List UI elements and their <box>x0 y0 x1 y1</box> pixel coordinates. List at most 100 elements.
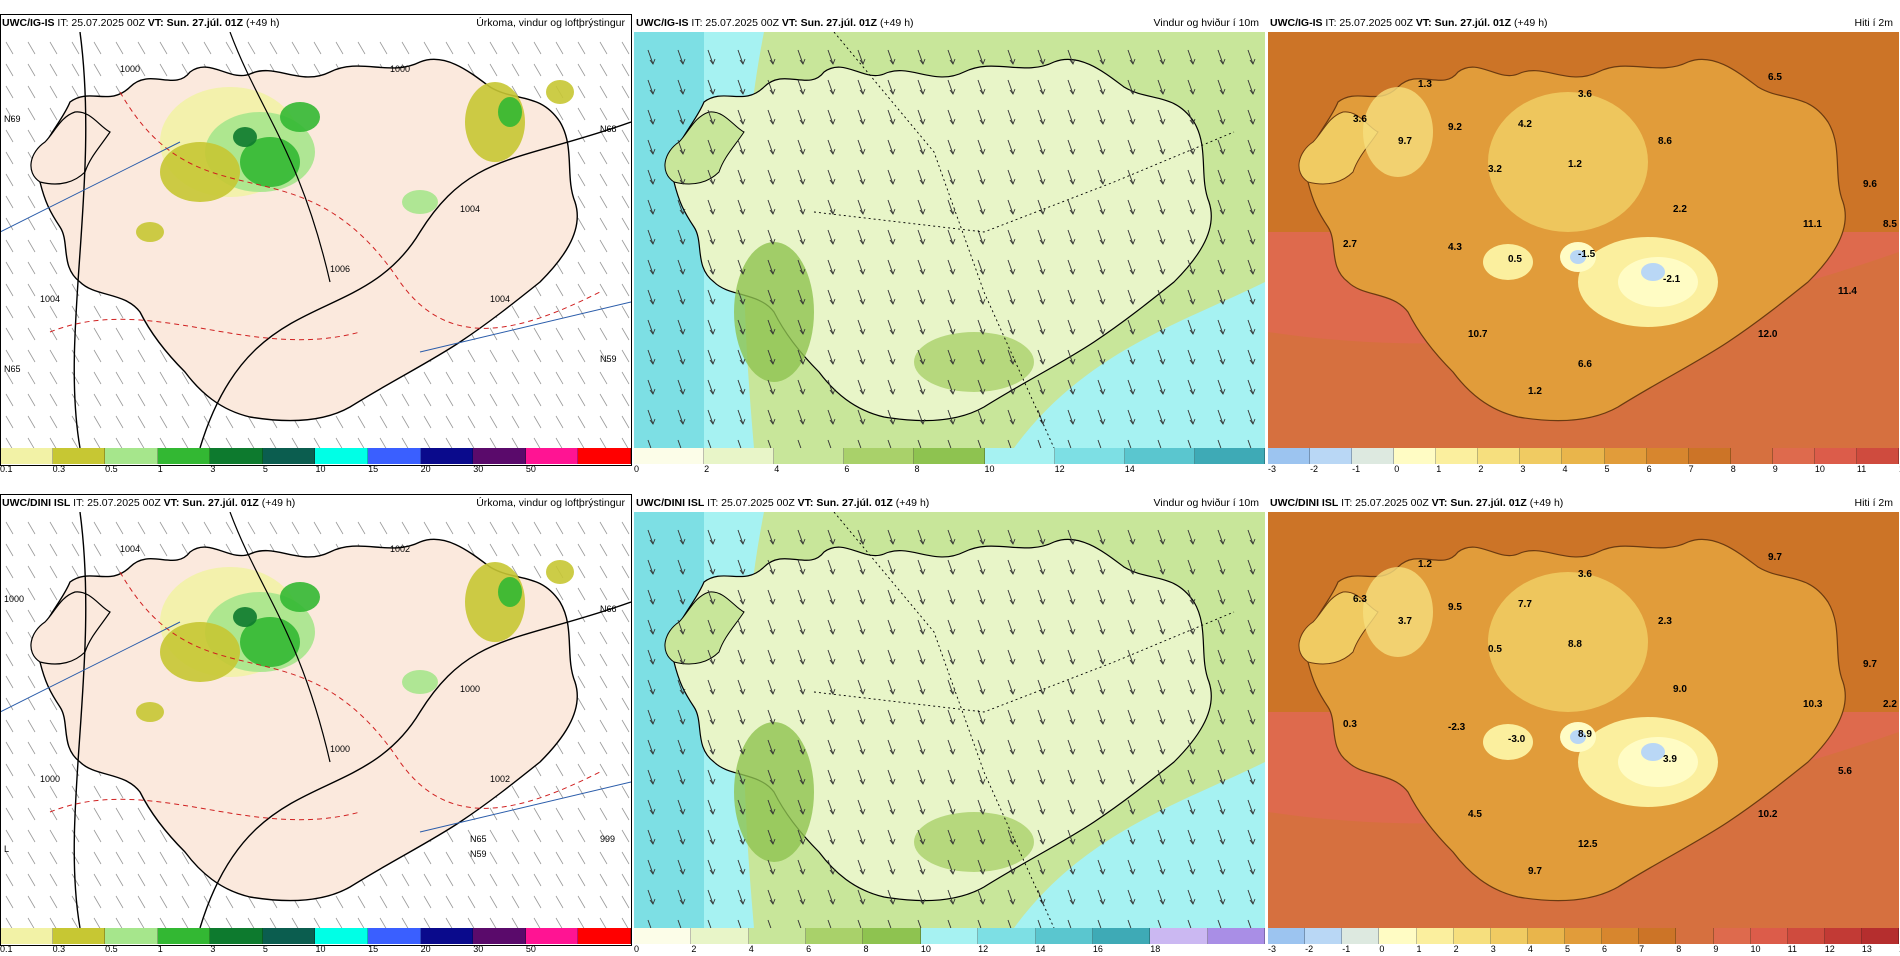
scale-tick-label: 4 <box>748 944 754 954</box>
scale-swatch <box>1268 448 1311 464</box>
isobar-label: 1004 <box>460 204 480 214</box>
isobar-label: N59 <box>470 849 487 859</box>
temperature-label: 4.3 <box>1448 242 1462 253</box>
scale-tick-label: 0.3 <box>52 464 66 474</box>
isobar-label: 1006 <box>330 264 350 274</box>
map-area <box>634 32 1265 448</box>
panel-title: UWC/DINI ISL IT: 25.07.2025 00Z VT: Sun.… <box>2 494 295 512</box>
valid-time-label: VT: <box>797 497 814 509</box>
valid-time: Sun. 27.júl. 01Z <box>800 17 878 29</box>
model-name: UWC/IG-IS <box>2 17 55 29</box>
color-scale-swatches <box>1268 448 1899 464</box>
scale-swatch <box>525 448 579 464</box>
field-title: Hiti í 2m <box>1854 497 1893 509</box>
temperature-label: 4.2 <box>1518 119 1532 130</box>
scale-swatch <box>473 448 526 464</box>
isobar-label: 999 <box>600 834 615 844</box>
color-scale-swatches <box>0 928 631 944</box>
scale-swatch <box>1730 448 1773 464</box>
temperature-label: 2.3 <box>1658 616 1672 627</box>
scale-swatch <box>1520 448 1563 464</box>
temperature-label: 5.6 <box>1838 766 1852 777</box>
map-area: 1.2 6.3 3.7 9.5 7.7 3.6 9.7 8.8 2.3 0.5 9.7 9.0 10.3… <box>1268 512 1899 928</box>
scale-swatch <box>774 448 845 464</box>
scale-swatch <box>863 928 921 944</box>
scale-ticks: 0 2 4 6 8 10 12 14 <box>634 464 1265 476</box>
scale-swatch <box>1565 928 1603 944</box>
scale-swatch <box>1772 448 1815 464</box>
temperature-label: 3.6 <box>1578 569 1592 580</box>
isobar-label: 1002 <box>390 544 410 554</box>
scale-swatch <box>262 928 316 944</box>
temperature-label: 8.5 <box>1883 219 1897 230</box>
color-scale: 0 2 4 6 8 10 12 14 <box>634 448 1265 474</box>
scale-tick-label: 30 <box>473 944 484 954</box>
map-panel-precip: UWC/DINI ISL IT: 25.07.2025 00Z VT: Sun.… <box>0 494 631 954</box>
scale-tick-label: 2 <box>1453 944 1459 954</box>
panel-title: UWC/IG-IS IT: 25.07.2025 00Z VT: Sun. 27… <box>636 14 914 32</box>
temperature-label: 1.2 <box>1418 559 1432 570</box>
panel-title: UWC/DINI ISL IT: 25.07.2025 00Z VT: Sun.… <box>636 494 929 512</box>
scale-swatch <box>1646 448 1689 464</box>
scale-tick-label: 1 <box>1416 944 1422 954</box>
scale-tick-label: 0.5 <box>105 944 118 954</box>
isobar-label: 1000 <box>120 64 140 74</box>
temperature-label: 10.2 <box>1758 809 1778 820</box>
scale-swatch <box>1416 928 1454 944</box>
lead-time: (+49 h) <box>1513 17 1548 29</box>
model-name: UWC/DINI ISL <box>2 497 71 509</box>
scale-tick-label: 6 <box>1646 464 1652 474</box>
scale-tick-label: 6 <box>844 464 850 474</box>
scale-tick-label: -2 <box>1305 944 1314 954</box>
temperature-label: 3.6 <box>1578 89 1592 100</box>
scale-swatch <box>1562 448 1605 464</box>
temperature-label: 0.5 <box>1508 254 1522 265</box>
temperature-label: 2.7 <box>1343 239 1357 250</box>
model-name: UWC/IG-IS <box>1270 17 1323 29</box>
field-title: Úrkoma, vindur og loftþrýstingur <box>476 17 625 29</box>
scale-tick-label: 12 <box>1824 944 1835 954</box>
scale-swatch <box>1268 928 1306 944</box>
scale-swatch <box>1527 928 1565 944</box>
temperature-label: 9.0 <box>1673 684 1687 695</box>
scale-tick-label: 15 <box>368 944 379 954</box>
scale-tick-label: 50 <box>525 944 536 954</box>
scale-ticks: 0.1 0.3 0.5 1 3 5 10 15 20 30 50 <box>0 464 631 476</box>
scale-swatch <box>1379 928 1417 944</box>
temperature-label: 1.2 <box>1528 386 1542 397</box>
scale-swatch <box>105 448 158 464</box>
scale-swatch <box>1478 448 1521 464</box>
init-time: IT: 25.07.2025 00Z <box>1341 497 1429 509</box>
field-title: Vindur og hviður í 10m <box>1153 17 1259 29</box>
scale-swatch <box>315 448 369 464</box>
scale-swatch <box>984 448 1055 464</box>
scale-tick-label: 10 <box>315 464 326 474</box>
temperature-label: 10.3 <box>1803 699 1823 710</box>
valid-time: Sun. 27.júl. 01Z <box>1450 497 1527 509</box>
init-time: IT: 25.07.2025 00Z <box>57 17 145 29</box>
valid-time-label: VT: <box>1415 17 1432 29</box>
scale-tick-label: 8 <box>914 464 920 474</box>
scale-swatch <box>157 448 211 464</box>
temperature-label: 9.7 <box>1398 136 1412 147</box>
land-outline <box>1305 58 1846 422</box>
scale-tick-label: 10 <box>315 944 326 954</box>
scale-tick-label: 5 <box>1604 464 1610 474</box>
isobar-label: 1004 <box>40 294 60 304</box>
scale-swatch <box>1676 928 1714 944</box>
init-time: IT: 25.07.2025 00Z <box>707 497 795 509</box>
scale-swatch <box>1814 448 1857 464</box>
scale-swatch <box>1750 928 1788 944</box>
scale-swatch <box>1862 928 1900 944</box>
scale-tick-label: -1 <box>1342 944 1351 954</box>
lead-time: (+49 h) <box>261 497 296 509</box>
scale-tick-label: 1 <box>157 464 163 474</box>
scale-tick-label: 6 <box>1602 944 1608 954</box>
scale-tick-label: 0 <box>1394 464 1400 474</box>
temperature-label: 2.2 <box>1883 699 1897 710</box>
scale-tick-label: 4 <box>774 464 780 474</box>
scale-tick-label: 10 <box>984 464 995 474</box>
scale-swatch <box>262 448 316 464</box>
scale-swatch <box>806 928 864 944</box>
isobar-label: 1002 <box>490 774 510 784</box>
